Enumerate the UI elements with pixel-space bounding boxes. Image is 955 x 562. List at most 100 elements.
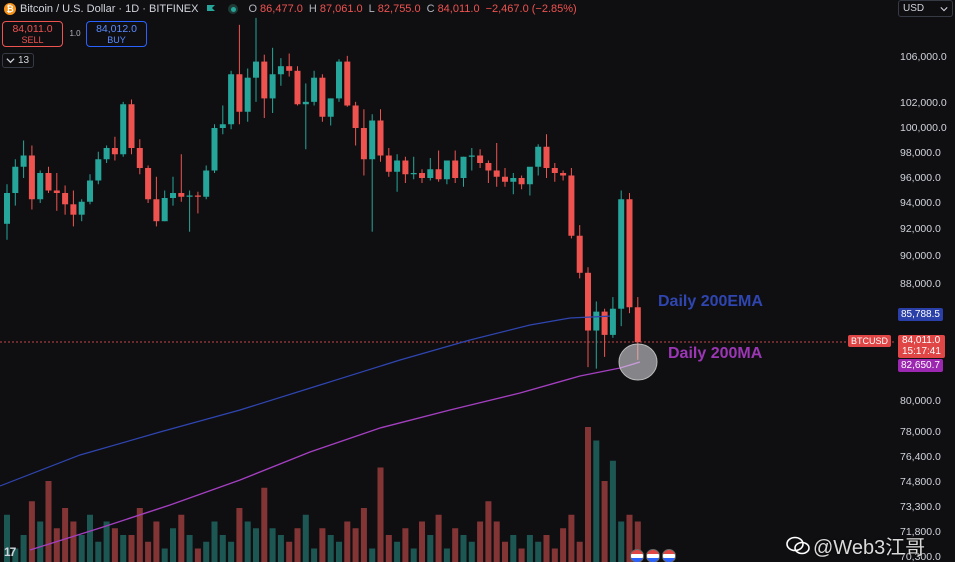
candle-body xyxy=(37,173,44,200)
symbol-tag: BTCUSD xyxy=(848,335,892,347)
candle-body xyxy=(394,160,401,172)
candle-body xyxy=(460,156,467,178)
candle xyxy=(477,149,484,168)
tradingview-logo[interactable]: 17 xyxy=(4,545,16,559)
volume-bar xyxy=(369,548,376,562)
candle xyxy=(294,66,301,106)
volume-bar xyxy=(593,440,600,562)
candle-body xyxy=(344,61,351,106)
ma-annotation: Daily 200MA xyxy=(668,345,763,362)
price-tick: 94,000.0 xyxy=(900,197,941,209)
candle-body xyxy=(377,120,384,156)
volume-bar xyxy=(394,541,401,562)
candle-body xyxy=(443,160,450,180)
bar-countdown: 15:17:41 xyxy=(902,345,941,357)
us-flag-icon[interactable] xyxy=(662,549,676,562)
currency-select[interactable]: USD xyxy=(898,0,953,17)
candle xyxy=(394,154,401,192)
candle xyxy=(535,144,542,176)
volume-bar xyxy=(576,541,583,562)
candle-body xyxy=(311,77,318,102)
currency-value: USD xyxy=(903,3,925,14)
ma-value-tag: 82,650.7 xyxy=(898,359,943,372)
chevron-down-icon xyxy=(940,6,948,11)
volume-bar xyxy=(203,541,210,562)
candle-body xyxy=(269,74,276,99)
candle-body xyxy=(585,272,591,331)
volume-bar xyxy=(261,487,268,562)
volume-bar xyxy=(485,501,492,562)
indicators-count: 13 xyxy=(18,55,30,66)
candle-body xyxy=(178,193,185,197)
candle xyxy=(319,74,326,122)
candle-body xyxy=(277,66,284,75)
buy-button[interactable]: 84,012.0 BUY xyxy=(86,21,147,47)
price-tick: 88,000.0 xyxy=(900,278,941,290)
ohlc-values: O 86,477.0 H 87,061.0 L 82,755.0 C 84,011.0 … xyxy=(248,3,579,15)
candle-body xyxy=(261,61,268,99)
candle xyxy=(510,173,517,195)
candle xyxy=(443,160,450,185)
volume-bar xyxy=(452,528,459,562)
us-flag-icon[interactable] xyxy=(646,549,660,562)
chart-header: ₿ Bitcoin / U.S. Dollar · 1D · BITFINEX … xyxy=(0,0,580,18)
candle xyxy=(20,140,27,178)
candle-body xyxy=(327,98,334,117)
volume-bar xyxy=(286,541,293,562)
candle xyxy=(70,190,77,227)
us-flag-icon[interactable] xyxy=(630,549,644,562)
candle-body xyxy=(427,169,434,178)
volume-bar xyxy=(435,514,442,562)
volume-bar xyxy=(551,548,558,562)
candle xyxy=(194,191,201,214)
volume-bar xyxy=(253,528,259,562)
volume-bar xyxy=(427,535,434,562)
volume-bar xyxy=(4,514,10,562)
candle xyxy=(369,114,376,232)
candle xyxy=(37,170,44,203)
candle-body xyxy=(186,195,193,197)
price-tick: 76,400.0 xyxy=(900,451,941,463)
volume-bar xyxy=(128,535,135,562)
candle xyxy=(377,109,384,162)
sell-button[interactable]: 84,011.0 SELL xyxy=(2,21,63,47)
flag-icon[interactable] xyxy=(206,4,216,14)
candle xyxy=(551,163,558,182)
ohlc-low-key: L xyxy=(368,3,375,15)
candlesticks xyxy=(4,17,641,369)
ohlc-low: 82,755.0 xyxy=(377,3,421,15)
market-status-icon[interactable] xyxy=(228,4,239,14)
volume-bar xyxy=(311,548,318,562)
ohlc-change: −2,467.0 (−2.85%) xyxy=(485,3,577,15)
volume-bar xyxy=(510,535,517,562)
chevron-down-icon xyxy=(6,58,15,64)
price-tick: 90,000.0 xyxy=(900,250,941,262)
candle xyxy=(311,70,318,106)
candle xyxy=(385,148,392,177)
candle-body xyxy=(535,146,542,167)
volume-bar xyxy=(385,535,392,562)
volume-bar xyxy=(28,501,35,562)
candle-body xyxy=(435,169,442,180)
ohlc-close: 84,011.0 xyxy=(437,3,480,15)
candle-body xyxy=(294,70,301,105)
candle-body xyxy=(369,120,376,160)
candle xyxy=(560,170,567,181)
symbol-title[interactable]: Bitcoin / U.S. Dollar · 1D · BITFINEX xyxy=(20,3,199,15)
volume-bar xyxy=(609,460,616,562)
volume-bar xyxy=(410,548,417,562)
indicators-toggle-button[interactable]: 13 xyxy=(2,53,34,68)
candle-body xyxy=(410,173,417,175)
candle xyxy=(103,145,110,163)
volume-bar xyxy=(294,528,301,562)
volume-bar xyxy=(526,535,533,562)
volume-bar xyxy=(161,548,168,562)
volume-bars xyxy=(4,427,641,562)
event-flags[interactable] xyxy=(630,549,676,562)
candle xyxy=(236,24,243,125)
volume-bar xyxy=(111,528,118,562)
candle-body xyxy=(153,199,160,222)
volume-bar xyxy=(543,535,550,562)
candle-body xyxy=(634,307,641,343)
